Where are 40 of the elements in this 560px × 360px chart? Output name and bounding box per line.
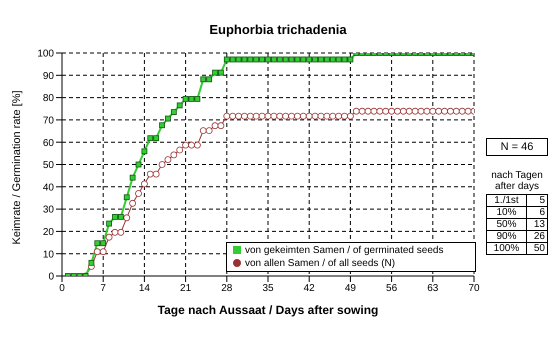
x-tick-label: 7	[100, 283, 106, 294]
x-tick-label: 42	[304, 283, 316, 294]
text: after days	[494, 181, 540, 192]
text: 100%	[486, 242, 526, 254]
y-tick-label: 70	[42, 115, 54, 126]
text: 1./1st	[486, 194, 526, 206]
text: 10%	[486, 206, 526, 218]
legend-label: von gekeimten Samen / of germinated seeds	[245, 245, 444, 256]
y-tick-label: 10	[42, 249, 54, 260]
y-tick-label: 40	[42, 182, 54, 194]
text: 6	[526, 206, 548, 218]
y-tick-label: 90	[42, 70, 54, 82]
y-tick-label: 60	[42, 138, 54, 149]
chart-title: Euphorbia trichadenia	[209, 22, 348, 37]
y-tick-label: 20	[42, 226, 54, 238]
y-tick-label: 50	[42, 160, 54, 172]
text: 50	[526, 242, 548, 254]
x-tick-label: 28	[221, 283, 233, 294]
x-axis-title: Tage nach Aussaat / Days after sowing	[158, 303, 378, 317]
text: 26	[526, 230, 548, 242]
y-tick-label: 0	[48, 272, 54, 283]
x-tick-label: 49	[344, 283, 356, 294]
text: 5	[526, 194, 548, 206]
x-tick-label: 70	[468, 283, 480, 294]
text: 50%	[486, 218, 526, 230]
y-tick-label: 80	[42, 93, 54, 104]
text: 13	[526, 218, 548, 230]
x-tick-label: 14	[138, 283, 150, 294]
y-tick-label: 30	[42, 204, 54, 216]
text: 90%	[486, 230, 526, 242]
x-tick-label: 56	[386, 283, 398, 294]
x-tick-label: 0	[59, 283, 66, 294]
y-tick-label: 100	[37, 48, 54, 60]
legend-label: von allen Samen / of all seeds (N)	[245, 258, 396, 269]
x-tick-label: 35	[262, 283, 274, 294]
x-tick-label: 63	[427, 283, 439, 294]
x-tick-label: 21	[180, 283, 192, 294]
text: N = 46	[486, 138, 548, 156]
text: nach Tagen	[490, 170, 544, 181]
y-axis-title: Keimrate / Germination rate [%]	[10, 90, 23, 244]
